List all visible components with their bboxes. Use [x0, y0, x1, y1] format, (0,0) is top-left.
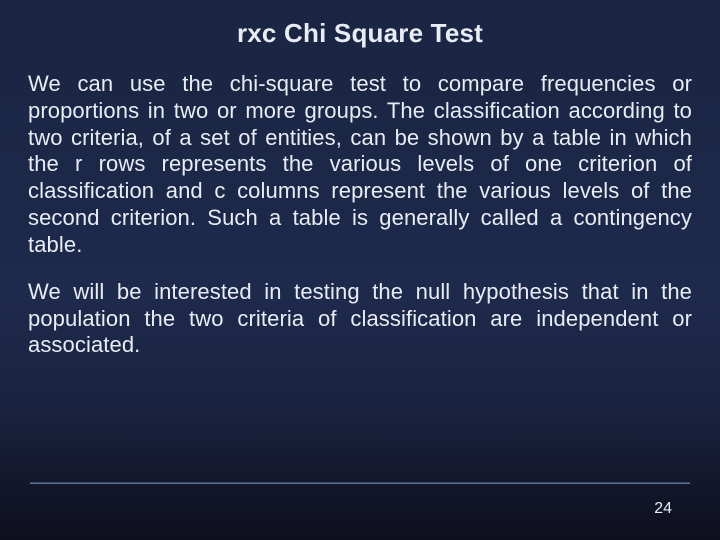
slide-container: rxc Chi Square Test We can use the chi-s… [0, 0, 720, 540]
page-number: 24 [654, 500, 672, 518]
slide-title: rxc Chi Square Test [28, 18, 692, 49]
paragraph-2: We will be interested in testing the nul… [28, 279, 692, 359]
paragraph-1: We can use the chi-square test to compar… [28, 71, 692, 259]
divider-line [30, 482, 690, 484]
